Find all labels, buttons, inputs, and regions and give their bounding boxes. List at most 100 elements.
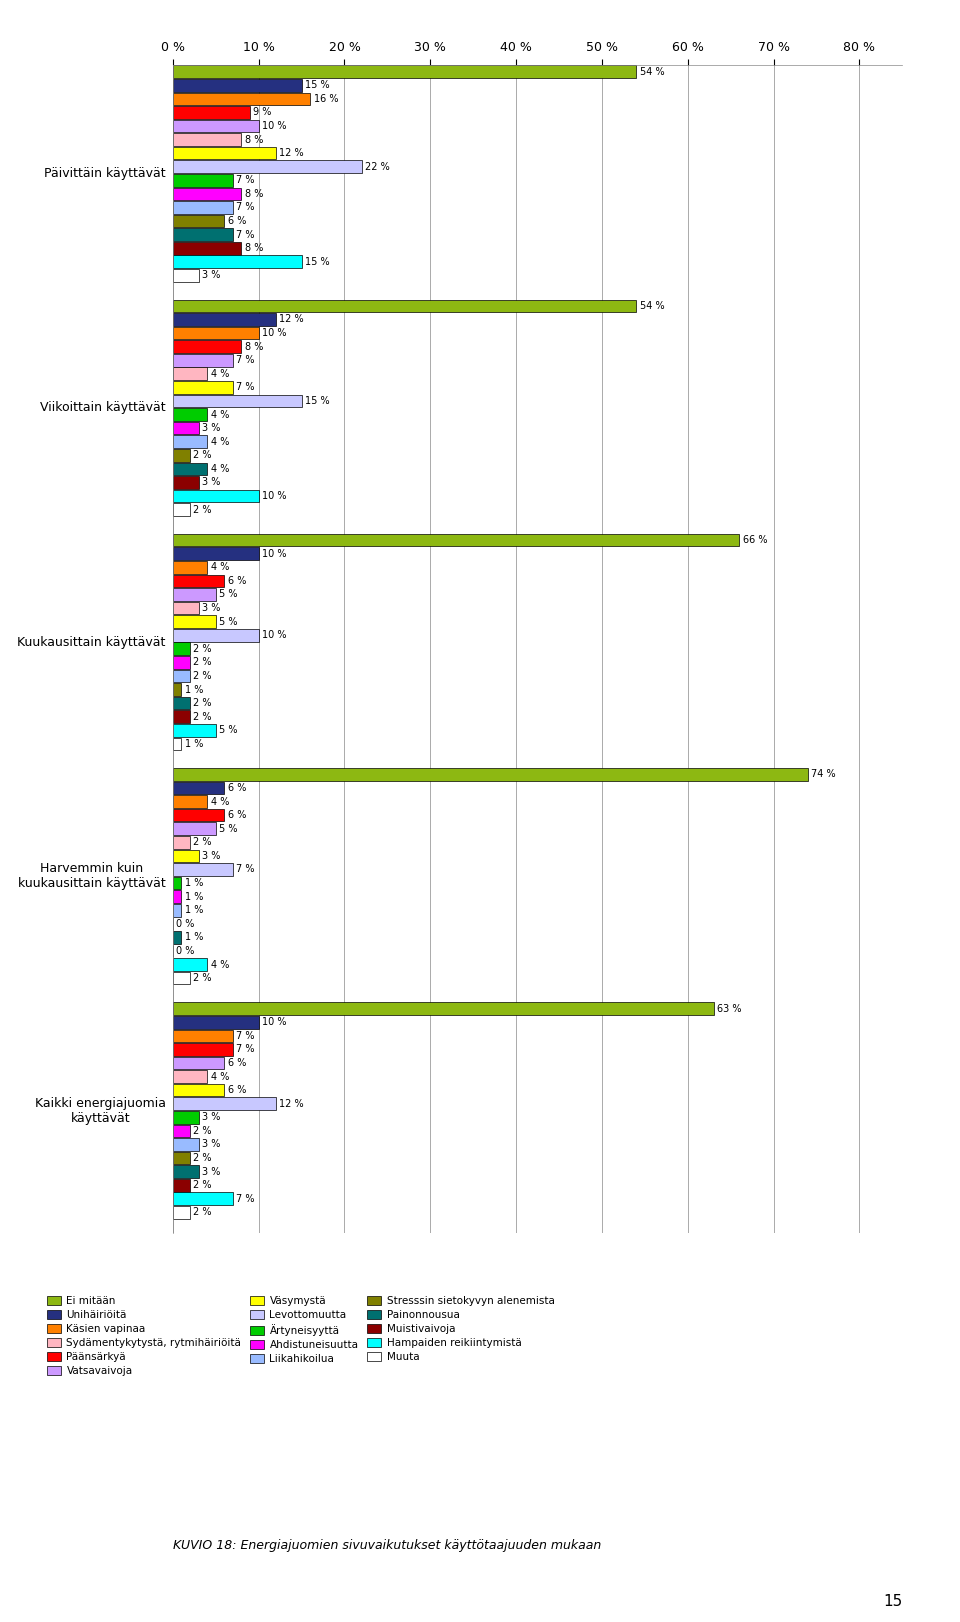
Text: 2 %: 2 % <box>193 973 212 983</box>
Text: 7 %: 7 % <box>236 355 254 365</box>
Bar <box>173 835 190 848</box>
Bar <box>173 201 233 214</box>
Bar <box>173 341 242 354</box>
Text: 8 %: 8 % <box>245 188 263 200</box>
Bar <box>173 449 190 462</box>
Bar <box>173 148 276 159</box>
Text: 2 %: 2 % <box>193 1207 212 1218</box>
Text: 2 %: 2 % <box>193 1126 212 1135</box>
Text: 4 %: 4 % <box>210 1072 228 1082</box>
Bar <box>173 642 190 655</box>
Text: 4 %: 4 % <box>210 409 228 420</box>
Bar <box>173 1111 199 1124</box>
Bar <box>173 1165 199 1178</box>
Text: 1 %: 1 % <box>185 878 204 889</box>
Bar <box>173 822 216 835</box>
Text: 2 %: 2 % <box>193 672 212 681</box>
Bar <box>173 174 233 187</box>
Bar <box>173 850 199 863</box>
Legend: Ei mitään, Unihäiriöitä, Käsien vapinaa, Sydämentykytystä, rytmihäiriöitä, Pääns: Ei mitään, Unihäiriöitä, Käsien vapinaa,… <box>47 1296 555 1375</box>
Text: 15 %: 15 % <box>305 256 329 266</box>
Bar <box>173 710 190 723</box>
Text: 6 %: 6 % <box>228 216 246 225</box>
Text: 22 %: 22 % <box>365 162 390 172</box>
Bar <box>173 890 181 903</box>
Text: 10 %: 10 % <box>262 491 287 501</box>
Bar <box>173 229 233 242</box>
Bar <box>173 863 233 876</box>
Bar <box>173 1179 190 1192</box>
Bar <box>173 629 258 642</box>
Text: 63 %: 63 % <box>717 1004 741 1014</box>
Bar <box>173 878 181 889</box>
Text: 2 %: 2 % <box>193 657 212 667</box>
Bar <box>173 79 301 91</box>
Bar <box>173 354 233 367</box>
Bar <box>173 931 181 944</box>
Bar <box>173 1192 233 1205</box>
Text: 4 %: 4 % <box>210 368 228 380</box>
Bar <box>173 1098 276 1109</box>
Text: 2 %: 2 % <box>193 644 212 654</box>
Bar <box>173 670 190 683</box>
Text: 2 %: 2 % <box>193 837 212 847</box>
Text: 2 %: 2 % <box>193 451 212 461</box>
Bar <box>173 394 301 407</box>
Text: 54 %: 54 % <box>639 67 664 76</box>
Text: 12 %: 12 % <box>279 315 304 324</box>
Text: 10 %: 10 % <box>262 1017 287 1027</box>
Bar <box>173 490 258 503</box>
Text: 7 %: 7 % <box>236 1045 254 1054</box>
Text: 15 %: 15 % <box>305 396 329 406</box>
Bar <box>173 409 207 420</box>
Text: 4 %: 4 % <box>210 436 228 446</box>
Text: 5 %: 5 % <box>219 616 238 626</box>
Bar <box>173 1071 207 1083</box>
Text: 2 %: 2 % <box>193 697 212 709</box>
Text: 1 %: 1 % <box>185 740 204 749</box>
Text: 10 %: 10 % <box>262 122 287 131</box>
Bar <box>173 422 199 435</box>
Text: 2 %: 2 % <box>193 1181 212 1191</box>
Text: 3 %: 3 % <box>202 271 221 281</box>
Bar <box>173 120 258 133</box>
Text: 8 %: 8 % <box>245 135 263 144</box>
Bar <box>173 242 242 255</box>
Bar <box>173 959 207 972</box>
Bar <box>173 723 216 736</box>
Text: 15: 15 <box>883 1594 902 1609</box>
Bar <box>173 462 207 475</box>
Text: 7 %: 7 % <box>236 175 254 185</box>
Bar <box>173 548 258 560</box>
Text: 3 %: 3 % <box>202 423 221 433</box>
Bar <box>173 534 739 547</box>
Bar <box>173 1015 258 1028</box>
Bar <box>173 1043 233 1056</box>
Bar <box>173 65 636 78</box>
Text: 3 %: 3 % <box>202 1139 221 1150</box>
Text: 8 %: 8 % <box>245 243 263 253</box>
Bar <box>173 1207 190 1218</box>
Text: 4 %: 4 % <box>210 796 228 806</box>
Bar <box>173 574 225 587</box>
Text: 3 %: 3 % <box>202 852 221 861</box>
Text: 5 %: 5 % <box>219 725 238 735</box>
Bar <box>173 615 216 628</box>
Bar <box>173 697 190 709</box>
Bar <box>173 161 362 174</box>
Text: 12 %: 12 % <box>279 148 304 159</box>
Bar <box>173 256 301 268</box>
Text: 6 %: 6 % <box>228 576 246 586</box>
Text: 2 %: 2 % <box>193 504 212 514</box>
Bar <box>173 133 242 146</box>
Text: 66 %: 66 % <box>743 535 767 545</box>
Text: 6 %: 6 % <box>228 1058 246 1067</box>
Bar <box>173 435 207 448</box>
Text: 16 %: 16 % <box>314 94 338 104</box>
Bar <box>173 214 225 227</box>
Text: 10 %: 10 % <box>262 328 287 337</box>
Text: 1 %: 1 % <box>185 933 204 942</box>
Text: 7 %: 7 % <box>236 230 254 240</box>
Bar <box>173 683 181 696</box>
Bar <box>173 300 636 311</box>
